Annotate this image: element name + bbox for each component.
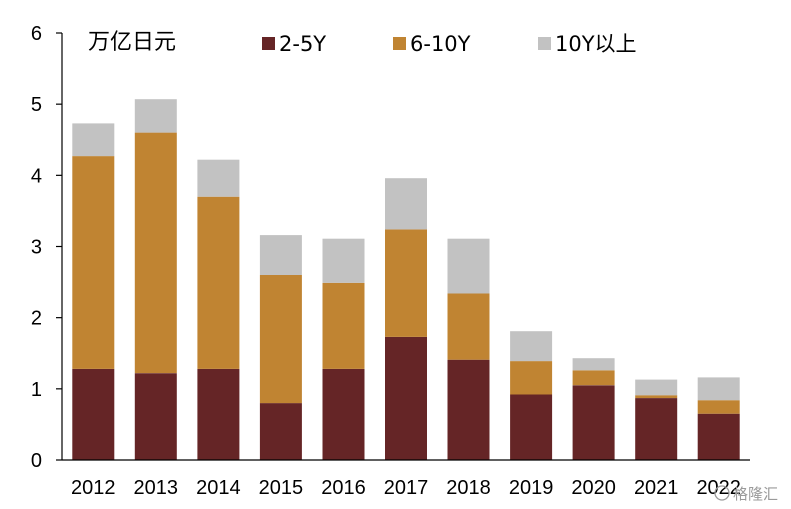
x-tick-label: 2020 <box>571 477 616 499</box>
bar-2014-series-2 <box>197 159 240 197</box>
bar-2015-series-1 <box>259 275 302 404</box>
watermark: 格隆汇 <box>714 485 778 503</box>
legend-label-1: 6-10Y <box>410 32 471 56</box>
bar-2020-series-2 <box>572 358 615 371</box>
watermark-logo-icon <box>714 485 730 501</box>
bar-2012-series-1 <box>72 156 115 369</box>
bar-2017-series-0 <box>385 336 427 460</box>
y-ticks-group: 0 1 2 3 4 5 6 <box>31 23 62 472</box>
x-tick-label: 2017 <box>384 477 429 499</box>
bar-2019-series-0 <box>510 394 553 460</box>
x-tick-label: 2012 <box>71 477 116 499</box>
y-tick-label: 2 <box>31 308 42 330</box>
bars-group <box>72 99 740 460</box>
bar-2014-series-1 <box>197 196 240 369</box>
y-tick-label: 3 <box>31 237 42 259</box>
legend-label-0: 2-5Y <box>279 32 326 56</box>
x-tick-label: 2021 <box>634 477 679 499</box>
bar-2022-series-2 <box>697 377 740 401</box>
y-tick-label: 4 <box>31 165 42 187</box>
legend-label-2: 10Y以上 <box>555 32 637 56</box>
bar-2021-series-0 <box>635 398 678 460</box>
bar-2014-series-0 <box>197 368 240 460</box>
y-tick-label: 1 <box>31 379 42 401</box>
bar-2012-series-2 <box>72 123 115 157</box>
bar-2018-series-0 <box>447 359 490 460</box>
bar-2013-series-0 <box>134 373 177 460</box>
bar-2019-series-2 <box>510 331 553 362</box>
bar-2016-series-0 <box>322 368 365 460</box>
bar-2018-series-2 <box>447 238 490 294</box>
legend-swatch-1 <box>393 37 406 50</box>
x-tick-label: 2015 <box>259 477 304 499</box>
bar-2021-series-2 <box>635 379 678 396</box>
x-tick-label: 2022 <box>696 477 741 499</box>
bar-2012-series-0 <box>72 368 115 460</box>
x-tick-label: 2019 <box>509 477 554 499</box>
unit-label: 万亿日元 <box>88 30 176 55</box>
bar-2013-series-1 <box>134 132 177 374</box>
x-tick-label: 2018 <box>446 477 491 499</box>
watermark-text: 格隆汇 <box>733 485 778 503</box>
bar-2015-series-2 <box>259 235 302 275</box>
bar-2020-series-0 <box>572 385 615 460</box>
bar-2020-series-1 <box>572 370 615 386</box>
y-tick-label: 6 <box>31 23 42 45</box>
bar-2019-series-1 <box>510 361 553 395</box>
bar-2013-series-2 <box>134 99 177 133</box>
bar-2021-series-1 <box>635 395 678 398</box>
bar-2016-series-2 <box>322 238 365 283</box>
bar-2018-series-1 <box>447 293 490 360</box>
bar-2022-series-0 <box>697 413 740 460</box>
bar-2016-series-1 <box>322 282 365 369</box>
y-tick-label: 0 <box>31 450 42 472</box>
x-tick-label: 2013 <box>134 477 179 499</box>
legend-swatch-2 <box>538 37 551 50</box>
bar-2017-series-1 <box>385 229 427 337</box>
x-tick-label: 2014 <box>196 477 241 499</box>
y-tick-label: 5 <box>31 94 42 116</box>
legend: 2-5Y 6-10Y 10Y以上 <box>262 32 637 56</box>
bar-2022-series-1 <box>697 400 740 414</box>
x-ticks-group: 2012 2013 2014 2015 2016 2017 2018 2019 2020 2021… <box>71 477 741 499</box>
legend-swatch-0 <box>262 37 275 50</box>
bar-2015-series-0 <box>259 403 302 460</box>
bar-2017-series-2 <box>385 178 427 230</box>
x-tick-label: 2016 <box>321 477 366 499</box>
